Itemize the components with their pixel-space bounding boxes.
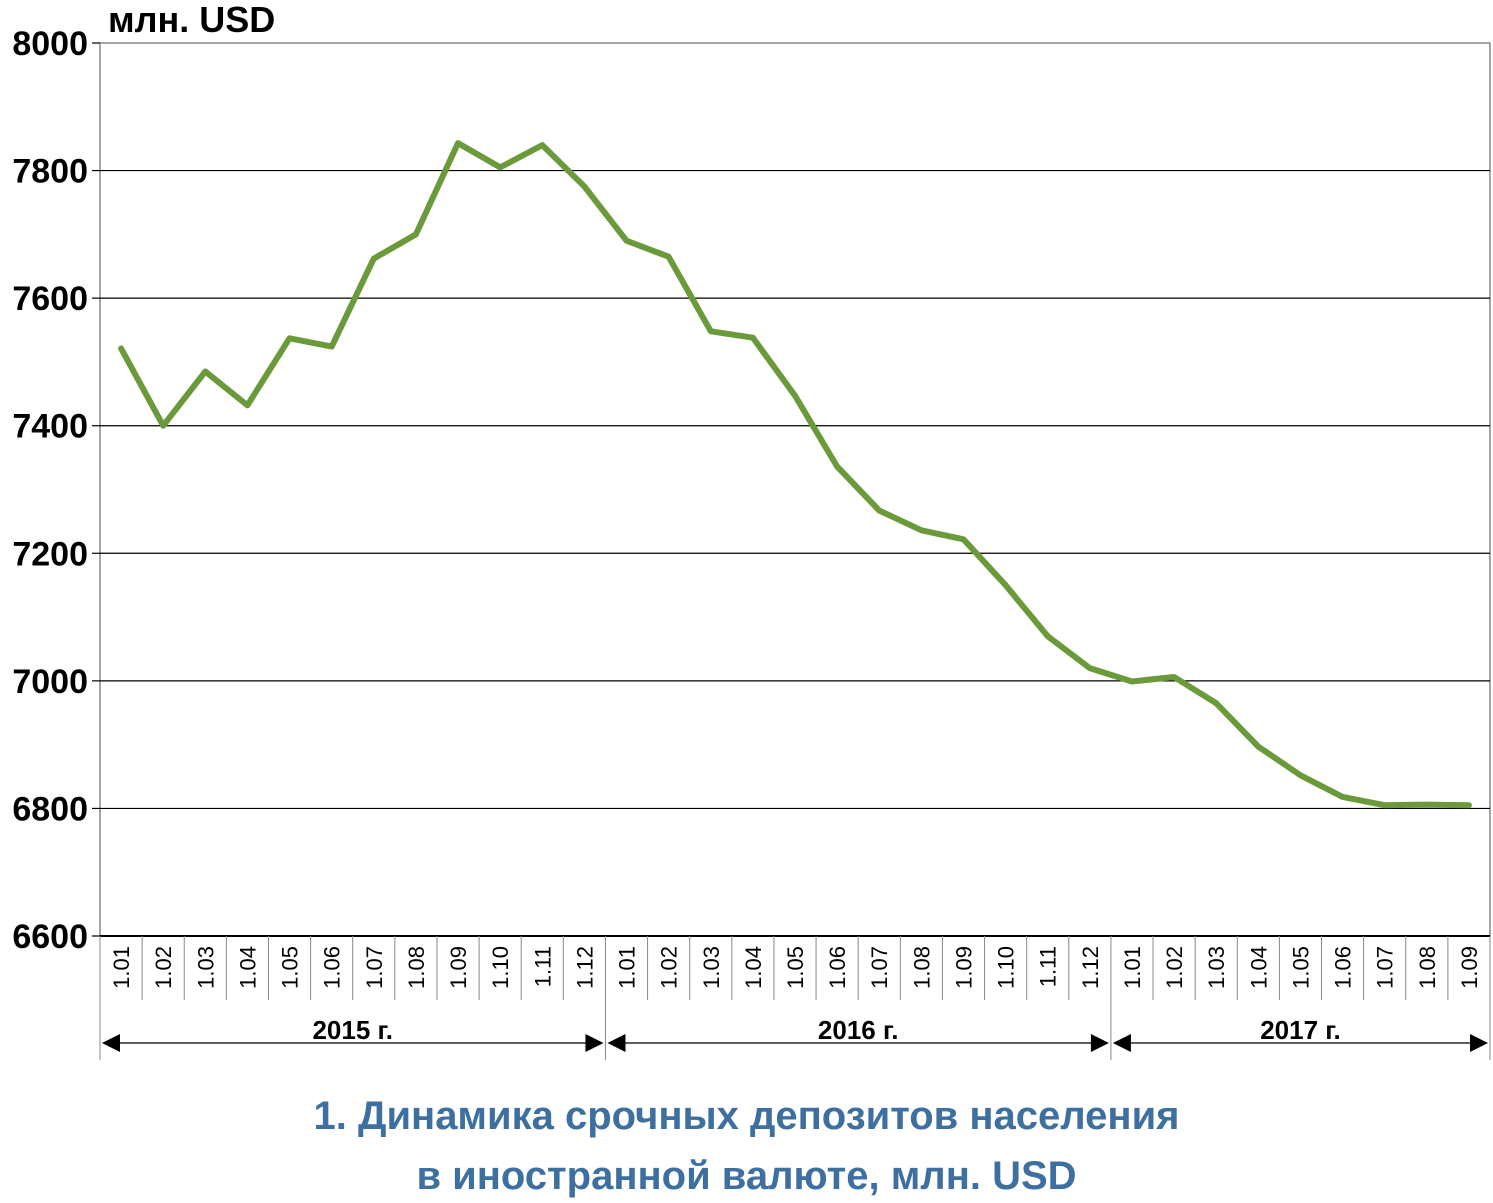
y-tick-label: 7800 — [12, 153, 88, 191]
x-tick-label: 1.04 — [1246, 946, 1271, 989]
year-label: 2017 г. — [1260, 1015, 1341, 1045]
gridlines — [100, 169, 1490, 937]
year-arrow-left — [102, 1034, 120, 1052]
year-arrow-right — [585, 1034, 604, 1052]
x-tick-label: 1.05 — [1288, 946, 1313, 989]
x-tick-label: 1.06 — [320, 946, 345, 989]
chart-caption-line-1: 1. Динамика срочных депозитов населения — [313, 1094, 1180, 1138]
x-tick-label: 1.04 — [235, 946, 260, 989]
x-tick-label: 1.12 — [1078, 946, 1103, 989]
x-tick-label: 1.01 — [1120, 946, 1145, 989]
x-tick-label: 1.12 — [572, 946, 597, 989]
x-tick-label: 1.02 — [151, 946, 176, 989]
x-tick-label: 1.06 — [1331, 946, 1356, 989]
y-tick-label: 6600 — [12, 918, 88, 956]
x-tick-label: 1.03 — [193, 946, 218, 989]
x-tick-label: 1.05 — [783, 946, 808, 989]
year-brackets: 2015 г. 2016 г. 2017 г. — [99, 1000, 1491, 1060]
x-tick-label: 1.07 — [867, 946, 892, 989]
x-tick-label: 1.11 — [530, 946, 555, 987]
x-tick-label: 1.08 — [1415, 946, 1440, 989]
year-arrow-right — [1090, 1034, 1109, 1052]
x-tick-label: 1.02 — [657, 946, 682, 989]
x-tick-label: 1.07 — [1373, 946, 1398, 989]
y-tick-label: 7600 — [12, 280, 88, 318]
x-tick-label: 1.07 — [362, 946, 387, 989]
y-tick-label: 7000 — [12, 663, 88, 701]
x-tick-label: 1.04 — [741, 946, 766, 989]
x-tick-label: 1.09 — [1457, 946, 1482, 989]
x-tick-label: 1.01 — [615, 946, 640, 989]
x-tick-label: 1.03 — [1204, 946, 1229, 989]
year-arrow-left — [607, 1034, 626, 1052]
x-tick-label: 1.08 — [404, 946, 429, 989]
y-tick-label: 6800 — [12, 790, 88, 828]
series-line — [118, 140, 1472, 809]
year-label: 2015 г. — [312, 1015, 393, 1045]
x-tick-label: 1.09 — [951, 946, 976, 989]
plot-area — [99, 42, 1491, 937]
y-tick-label: 7400 — [12, 408, 88, 446]
x-tick-label: 1.09 — [446, 946, 471, 989]
y-tick-label: 8000 — [12, 25, 88, 63]
x-tick-label: 1.10 — [994, 946, 1019, 989]
x-tick-label: 1.06 — [825, 946, 850, 989]
y-axis-ticks: 6600 6800 7000 7200 7400 7600 7800 8000 — [12, 25, 100, 956]
x-tick-label: 1.02 — [1162, 946, 1187, 989]
x-tick-label: 1.10 — [488, 946, 513, 989]
x-axis: 1.01 1.02 1.03 1.04 1.05 1.06 1.07 1.08 1.09 1.10… — [99, 936, 1491, 1000]
y-axis-unit-label: млн. USD — [108, 0, 275, 40]
x-tick-label: 1.11 — [1036, 946, 1061, 987]
year-arrow-left — [1112, 1034, 1131, 1052]
x-tick-label: 1.05 — [278, 946, 303, 989]
y-tick-label: 7200 — [12, 535, 88, 573]
x-tick-label: 1.03 — [699, 946, 724, 989]
year-label: 2016 г. — [818, 1015, 899, 1045]
x-tick-label: 1.01 — [109, 946, 134, 989]
x-tick-label: 1.08 — [909, 946, 934, 989]
chart-caption-line-2: в иностранной валюте, млн. USD — [416, 1154, 1077, 1198]
year-arrow-right — [1470, 1034, 1488, 1052]
